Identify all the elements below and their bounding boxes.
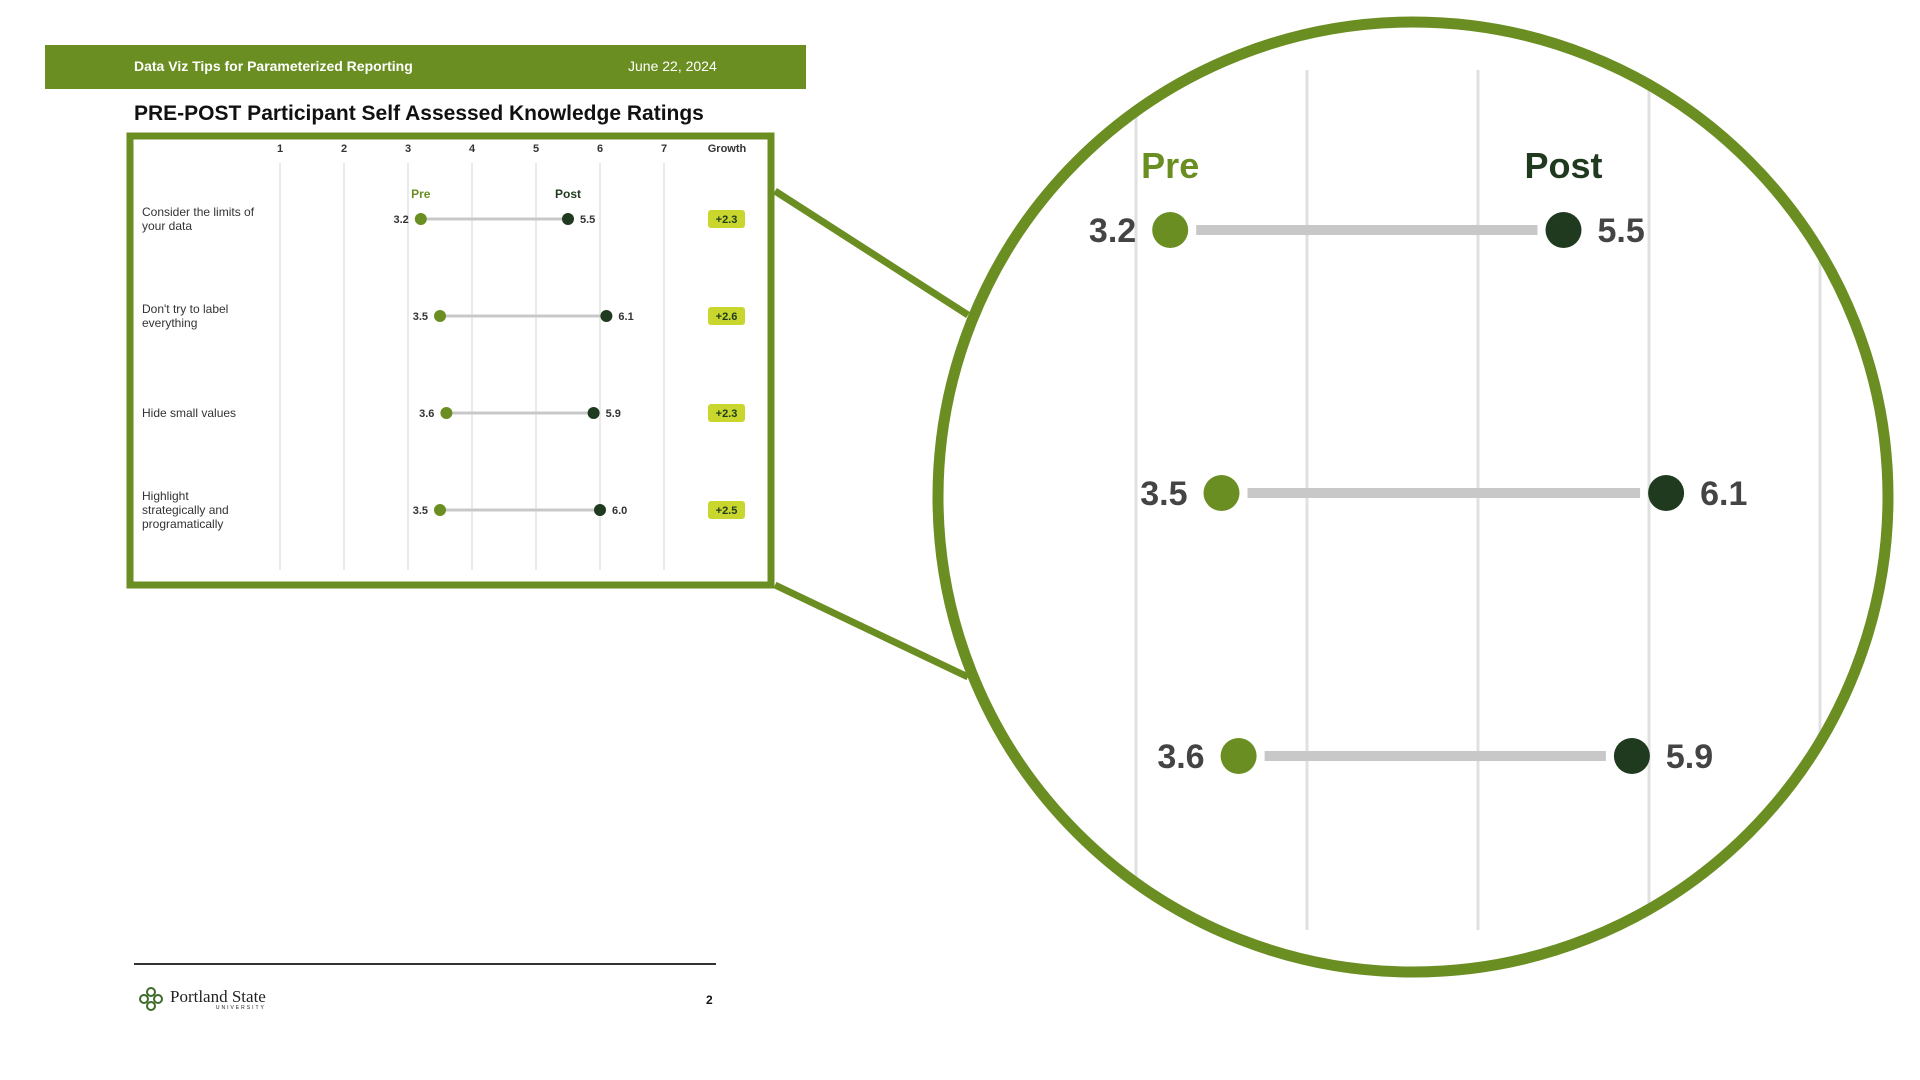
row-label: Don't try to label	[142, 302, 228, 316]
row-label: Consider the limits of	[142, 205, 255, 219]
footer-divider	[134, 963, 716, 965]
post-value-label: 6.0	[612, 505, 627, 517]
row-label: your data	[142, 219, 192, 233]
chart-frame	[126, 132, 775, 589]
post-point	[600, 310, 613, 322]
row-label: programatically	[142, 517, 223, 531]
report-title: Data Viz Tips for Parameterized Reportin…	[134, 58, 413, 74]
zoom-legend-pre: Pre	[1141, 145, 1199, 186]
page-number: 2	[706, 993, 713, 1007]
growth-badge	[708, 210, 745, 228]
x-tick-label: 7	[661, 143, 667, 155]
row-label: strategically and	[142, 503, 229, 517]
pre-point	[440, 407, 453, 419]
row-label: Highlight	[142, 489, 189, 503]
report-date: June 22, 2024	[628, 58, 717, 74]
pre-point	[434, 504, 446, 516]
callout-connector-top	[773, 188, 970, 318]
zoom-pre-label: 3.6	[1157, 738, 1204, 776]
zoom-post-label: 6.1	[1700, 475, 1747, 513]
x-tick-label: 6	[597, 143, 603, 155]
zoom-circle-border	[932, 16, 1894, 978]
growth-value: +2.3	[716, 408, 738, 420]
x-tick-label: 4	[469, 143, 476, 155]
legend-post-label: Post	[555, 187, 581, 201]
zoom-pre-label: 3.2	[1089, 212, 1136, 250]
pre-value-label: 3.2	[394, 214, 409, 226]
row-label: everything	[142, 316, 197, 330]
zoom-post-point	[1545, 212, 1582, 248]
chart-title: PRE-POST Participant Self Assessed Knowl…	[134, 102, 704, 125]
x-tick-label: 5	[533, 143, 539, 155]
x-tick-label: 3	[405, 143, 411, 155]
growth-value: +2.3	[716, 214, 738, 226]
growth-header: Growth	[708, 143, 747, 155]
post-value-label: 5.5	[580, 214, 595, 226]
post-point	[594, 504, 606, 516]
post-value-label: 6.1	[618, 311, 633, 323]
row-label: Hide small values	[142, 406, 236, 420]
x-tick-label: 1	[277, 143, 283, 155]
callout-connector-bottom	[773, 581, 970, 681]
post-point	[562, 213, 574, 225]
legend-pre-label: Pre	[411, 187, 431, 201]
growth-badge	[708, 404, 745, 422]
growth-badge	[708, 501, 745, 519]
pre-point	[414, 213, 427, 225]
zoom-pre-point	[1152, 212, 1189, 248]
growth-badge	[708, 307, 745, 325]
zoom-post-label: 5.9	[1666, 738, 1713, 776]
zoom-legend-post: Post	[1524, 145, 1602, 186]
logo-mark-icon	[139, 987, 163, 1011]
x-tick-label: 2	[341, 143, 347, 155]
zoom-post-point	[1648, 475, 1685, 511]
growth-value: +2.6	[716, 311, 738, 323]
post-point	[587, 407, 600, 419]
logo-subtitle: UNIVERSITY	[215, 1004, 266, 1011]
growth-value: +2.5	[716, 505, 738, 517]
zoom-pre-point	[1220, 738, 1257, 774]
pre-value-label: 3.6	[419, 408, 434, 420]
logo-name: Portland State	[170, 986, 266, 1006]
zoom-pre-point	[1203, 475, 1240, 511]
pre-value-label: 3.5	[413, 505, 428, 517]
zoom-post-point	[1613, 738, 1650, 774]
pre-point	[434, 310, 446, 322]
zoom-post-label: 5.5	[1598, 212, 1645, 250]
report-header-banner: Data Viz Tips for Parameterized Reportin…	[45, 45, 806, 89]
portland-state-logo: Portland State UNIVERSITY	[138, 986, 266, 1012]
pre-value-label: 3.5	[413, 311, 428, 323]
zoom-pre-label: 3.5	[1140, 475, 1187, 513]
post-value-label: 5.9	[606, 408, 621, 420]
